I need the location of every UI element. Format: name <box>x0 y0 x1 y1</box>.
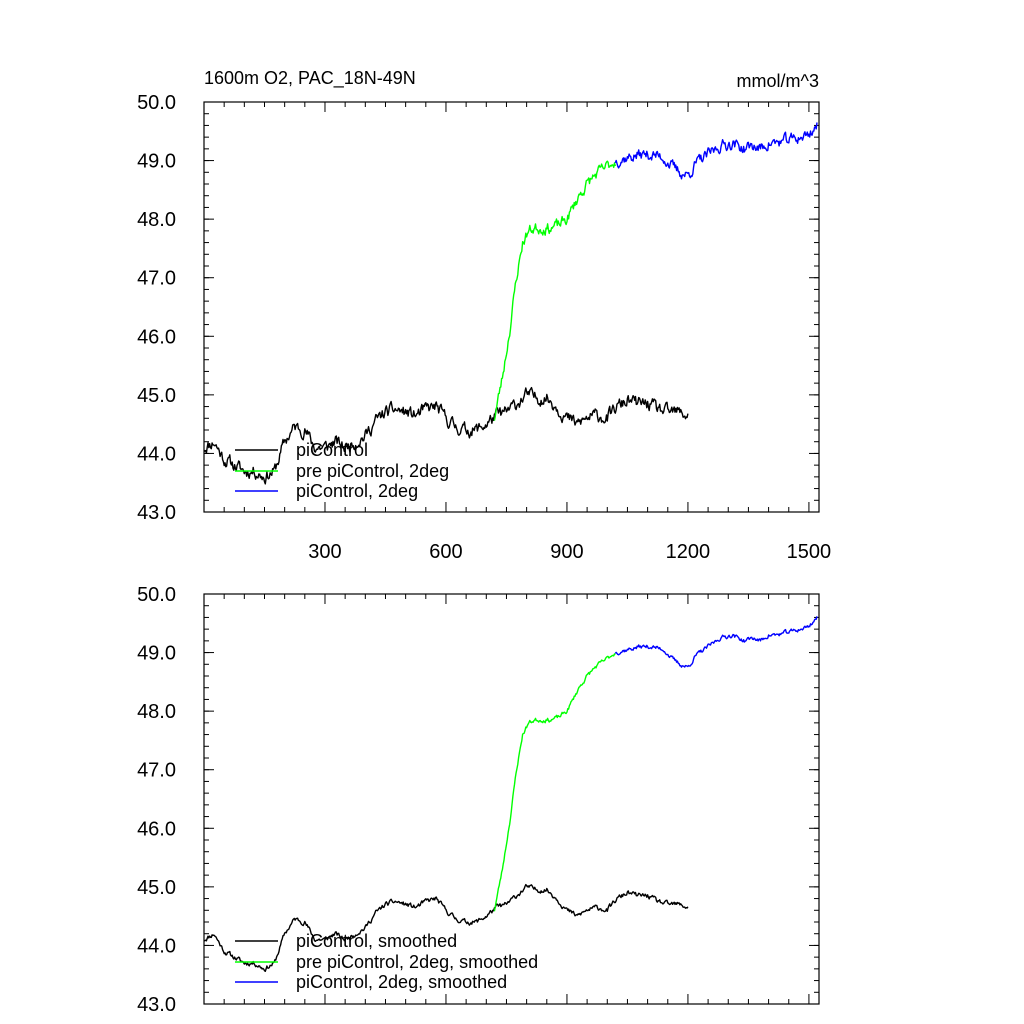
y-tick-label: 46.0 <box>137 326 176 348</box>
x-tick-label: 1200 <box>666 541 711 563</box>
top-plot-frame <box>203 101 820 513</box>
legend-label-picontrol-smoothed: piControl, smoothed <box>296 931 457 951</box>
series-line-picontrol-2deg-smoothed <box>614 616 818 668</box>
bottom-chart-panel: 43.0 44.0 45.0 46.0 47.0 48.0 49.0 50.0 piContr… <box>137 584 820 1016</box>
y-tick-label: 47.0 <box>137 268 176 290</box>
y-tick-label: 45.0 <box>137 385 176 407</box>
legend-label-pre-picontrol-2deg-smoothed: pre piControl, 2deg, smoothed <box>296 952 538 972</box>
y-tick-label: 49.0 <box>137 151 176 173</box>
y-tick-label: 43.0 <box>137 994 176 1016</box>
legend-label-picontrol-2deg-smoothed: piControl, 2deg, smoothed <box>296 972 507 992</box>
bottom-plot-frame <box>203 593 820 1005</box>
series-line-pre-picontrol-2deg-smoothed <box>493 653 616 912</box>
y-tick-label: 47.0 <box>137 760 176 782</box>
top-legend: piControl pre piControl, 2deg piControl,… <box>235 440 449 501</box>
bottom-legend: piControl, smoothed pre piControl, 2deg,… <box>235 931 538 992</box>
x-tick-label: 300 <box>308 541 341 563</box>
chart-title: 1600m O2, PAC_18N-49N <box>204 68 416 89</box>
y-tick-label: 44.0 <box>137 935 176 957</box>
y-tick-label: 45.0 <box>137 877 176 899</box>
series-line-pre-picontrol-2deg <box>493 160 616 421</box>
legend-label-picontrol-2deg: piControl, 2deg <box>296 481 418 501</box>
legend-label-picontrol: piControl <box>296 440 368 460</box>
series-line-picontrol-smoothed <box>203 883 689 972</box>
y-tick-label: 48.0 <box>137 701 176 723</box>
units-label: mmol/m^3 <box>737 71 819 91</box>
y-tick-label: 43.0 <box>137 502 176 524</box>
x-tick-label: 900 <box>550 541 583 563</box>
y-tick-label: 46.0 <box>137 818 176 840</box>
x-tick-label: 1500 <box>787 541 832 563</box>
y-tick-label: 50.0 <box>137 584 176 606</box>
legend-label-pre-picontrol-2deg: pre piControl, 2deg <box>296 461 449 481</box>
x-tick-label: 600 <box>429 541 462 563</box>
y-tick-label: 48.0 <box>137 209 176 231</box>
series-line-picontrol-2deg <box>614 122 818 180</box>
series-line-picontrol <box>203 386 689 485</box>
y-tick-label: 49.0 <box>137 643 176 665</box>
y-tick-label: 44.0 <box>137 443 176 465</box>
top-chart-panel: 1600m O2, PAC_18N-49N mmol/m^3 43.0 44.0 4… <box>137 68 831 563</box>
y-tick-label: 50.0 <box>137 92 176 114</box>
